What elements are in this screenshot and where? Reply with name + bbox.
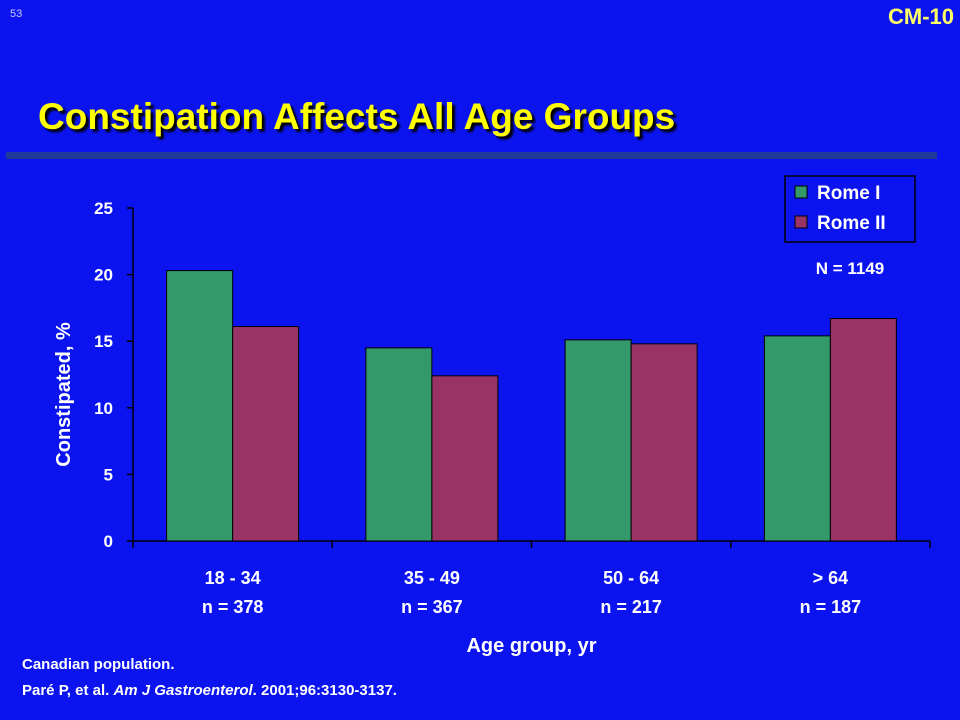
- y-tick-label: 15: [94, 332, 113, 351]
- slide-number: 53: [10, 8, 23, 20]
- bar-rome-i: [365, 347, 433, 542]
- legend-label: Rome II: [817, 213, 886, 234]
- slide-title: Constipation Affects All Age Groups: [38, 96, 676, 137]
- bar-rome-i: [763, 335, 831, 542]
- x-axis-label: Age group, yr: [466, 635, 596, 657]
- x-category-count: n = 378: [202, 597, 264, 617]
- bar-rome-i: [166, 270, 234, 542]
- legend-swatch: [794, 215, 808, 229]
- x-category-label: 50 - 64: [603, 568, 659, 588]
- y-tick-label: 0: [104, 532, 113, 551]
- y-tick-label: 20: [94, 266, 113, 285]
- title-divider: [6, 152, 937, 159]
- y-tick-label: 25: [94, 199, 113, 218]
- legend-box: [784, 175, 916, 243]
- x-category-count: n = 217: [600, 597, 662, 617]
- bar-rome-ii: [630, 343, 698, 542]
- sample-size-annotation: N = 1149: [816, 259, 885, 278]
- reference-journal: Am J Gastroenterol: [113, 682, 253, 699]
- bar-rome-i: [564, 339, 632, 542]
- x-category-label: > 64: [813, 568, 849, 588]
- reference-authors: Paré P, et al.: [22, 682, 114, 699]
- population-note: Canadian population.: [22, 656, 175, 673]
- bar-rome-ii: [232, 326, 300, 542]
- reference-details: . 2001;96:3130-3137.: [252, 682, 397, 699]
- bar-rome-ii: [829, 318, 897, 542]
- x-category-label: 35 - 49: [404, 568, 460, 588]
- footer-citation: Canadian population. Paré P, et al. Am J…: [22, 652, 397, 704]
- legend-swatch: [794, 185, 808, 199]
- y-tick-label: 5: [104, 465, 113, 484]
- reference: Paré P, et al. Am J Gastroenterol. 2001;…: [22, 678, 397, 704]
- y-tick-label: 10: [94, 399, 113, 418]
- bar-rome-ii: [431, 375, 499, 542]
- legend-label: Rome I: [817, 183, 880, 204]
- slide-code: CM-10: [887, 4, 954, 29]
- x-category-label: 18 - 34: [205, 568, 261, 588]
- x-category-count: n = 367: [401, 597, 463, 617]
- x-category-count: n = 187: [800, 597, 862, 617]
- y-axis-label: Constipated, %: [53, 322, 75, 467]
